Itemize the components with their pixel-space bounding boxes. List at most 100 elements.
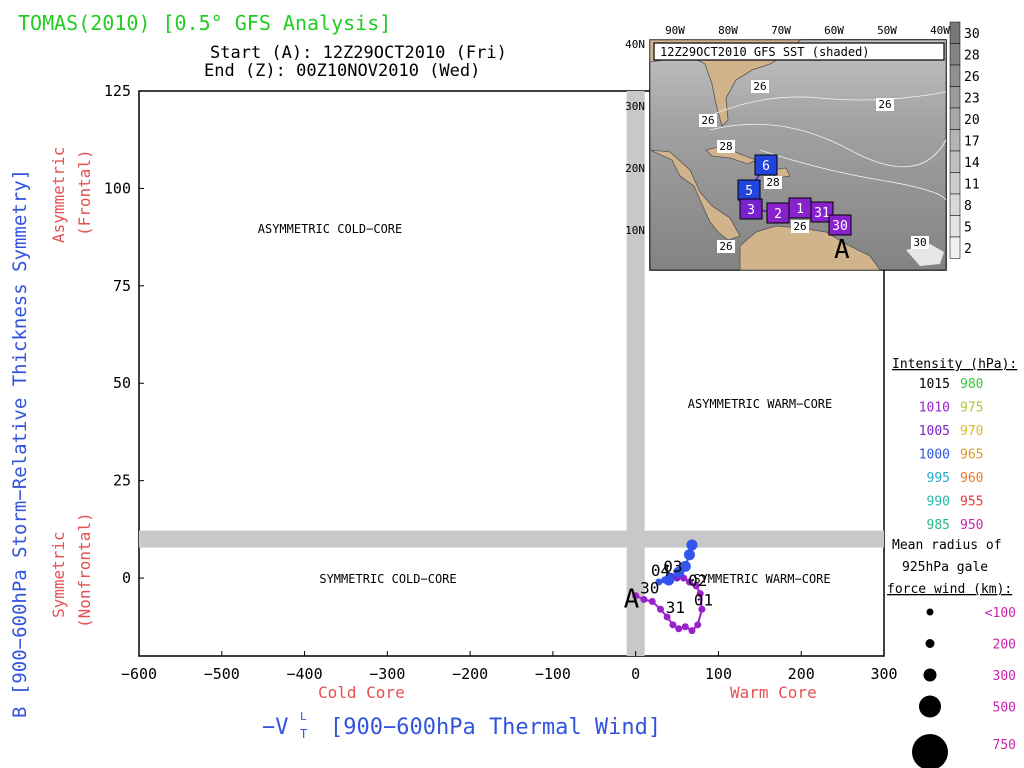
colorbar-label: 8 — [964, 199, 972, 214]
radius-label: 500 — [993, 701, 1016, 716]
intensity-value: 1015 — [919, 377, 950, 392]
colorbar-label: 2 — [964, 242, 972, 257]
track-day-label: 31 — [666, 598, 685, 617]
y-lower-label-2: (Nonfrontal) — [75, 512, 94, 628]
track-point — [655, 578, 663, 586]
radius-rows: <100 200 300 500 750 — [912, 606, 1016, 768]
sst-contour — [709, 123, 947, 168]
warm-pool-patch — [906, 244, 944, 266]
map-lat-label: 40N — [625, 38, 645, 51]
colorbar-swatch — [949, 215, 961, 238]
x-axis-ticks: −600 −500 −400 −300 −200 −100 0 100 200 300 — [121, 651, 898, 683]
sst-label-bg — [876, 98, 894, 111]
intensity-value: 995 — [927, 471, 950, 486]
colorbar-swatch — [949, 43, 961, 66]
colorbar-swatch — [949, 193, 961, 216]
map-latitude-labels: 40N 30N 20N 10N — [625, 38, 645, 237]
track-point — [683, 549, 695, 561]
sst-label: 26 — [753, 80, 766, 93]
y-tick-label: 0 — [122, 569, 131, 587]
sst-label: 28 — [766, 176, 779, 189]
x-tick-label: −400 — [286, 665, 322, 683]
y-tick-label: 75 — [113, 277, 131, 295]
intensity-value: 980 — [960, 377, 983, 392]
x-axis-label-subscript: T — [300, 727, 307, 741]
colorbar-label: 5 — [964, 221, 972, 236]
track-point — [694, 621, 702, 629]
track-day-label: 04 — [651, 561, 670, 580]
x-right-label: Warm Core — [730, 683, 817, 702]
map-lon-label: 80W — [718, 24, 738, 37]
x-axis-label-text: [900−600hPa Thermal Wind] — [330, 715, 661, 740]
y-axis-ticks: 0 25 50 75 100 125 — [104, 82, 144, 587]
radius-label: 750 — [993, 738, 1016, 753]
colorbar-label: 23 — [964, 92, 980, 107]
map-lon-label: 70W — [771, 24, 791, 37]
track-day-label: 02 — [688, 571, 707, 590]
colorbar-swatch — [949, 21, 961, 44]
intensity-value: 950 — [960, 518, 983, 533]
sst-label-bg — [911, 236, 929, 249]
sst-label-bg — [717, 240, 735, 253]
map-lat-label: 30N — [625, 100, 645, 113]
horizontal-threshold-band — [139, 530, 884, 548]
y-lower-label: Symmetric — [49, 531, 68, 618]
sst-label-bg — [699, 114, 717, 127]
map-longitude-labels: 90W 80W 70W 60W 50W 40W — [665, 24, 950, 37]
map-track-box-label: 1 — [796, 202, 804, 217]
map-track-box-label: 3 — [747, 203, 755, 218]
y-tick-label: 125 — [104, 82, 131, 100]
map-lon-label: 50W — [877, 24, 897, 37]
sst-label: 30 — [913, 236, 926, 249]
track-point — [696, 590, 704, 598]
region-asymmetric-warm-core: ASYMMETRIC WARM−CORE — [688, 397, 833, 411]
sst-label: 26 — [878, 98, 891, 111]
y-tick-label: 50 — [113, 374, 131, 392]
track-point — [648, 597, 656, 605]
radius-legend-title-1: Mean radius of — [892, 538, 1002, 553]
sst-contour — [759, 149, 947, 201]
map-track-box — [810, 201, 834, 223]
sst-contour — [699, 91, 947, 121]
track-point — [675, 625, 683, 633]
intensity-value: 985 — [927, 518, 950, 533]
track-point — [663, 574, 675, 586]
track-point — [681, 623, 689, 631]
map-track-box-label: 30 — [832, 219, 848, 234]
colorbar-label: 14 — [964, 156, 980, 171]
radius-dot — [919, 695, 941, 718]
colorbar-swatch — [949, 236, 961, 259]
map-lat-label: 10N — [625, 224, 645, 237]
map-title-box — [653, 42, 945, 61]
map-track-box — [739, 198, 763, 220]
radius-dot — [912, 734, 948, 768]
map-lon-label: 90W — [665, 24, 685, 37]
radius-dot — [926, 608, 934, 616]
map-track-box — [828, 214, 852, 236]
colorbar-swatch — [949, 150, 961, 173]
colorbar-swatch — [949, 86, 961, 109]
x-tick-label: −500 — [204, 665, 240, 683]
intensity-value: 1010 — [919, 401, 950, 416]
sst-label-bg — [751, 80, 769, 93]
x-axis-label-superscript: L — [300, 710, 307, 723]
x-tick-label: −100 — [535, 665, 571, 683]
sst-label: 26 — [701, 114, 714, 127]
colorbar-swatch — [949, 107, 961, 130]
radius-dot — [925, 639, 935, 648]
map-lon-label: 40W — [930, 24, 950, 37]
radius-label: 300 — [993, 669, 1016, 684]
intensity-value: 955 — [960, 495, 983, 510]
track-point — [686, 539, 698, 551]
x-tick-label: −200 — [452, 665, 488, 683]
track-point — [663, 613, 671, 621]
intensity-value: 1000 — [919, 448, 950, 463]
intensity-legend-title: Intensity (hPa): — [892, 357, 1017, 372]
colorbar-swatch — [949, 129, 961, 152]
colorbar-swatch — [949, 172, 961, 195]
sst-label: 26 — [719, 240, 732, 253]
colorbar-label: 17 — [964, 135, 980, 150]
